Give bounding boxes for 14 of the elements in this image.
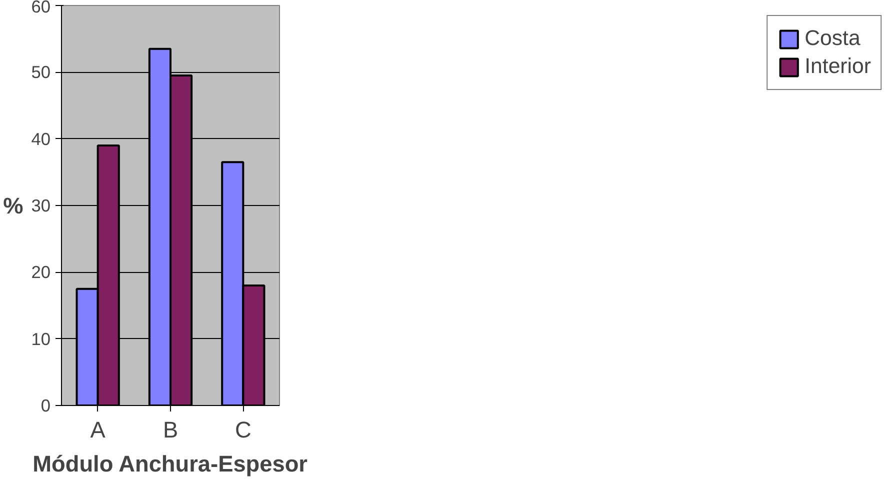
legend-label: Costa	[804, 26, 860, 51]
y-axis-title: %	[3, 192, 24, 218]
y-tick-label: 60	[31, 0, 51, 16]
x-tick-label: B	[162, 416, 178, 442]
y-tick-label: 30	[31, 196, 51, 216]
y-tick-label: 20	[31, 262, 51, 282]
y-tick-label: 10	[31, 328, 51, 349]
y-tick-label: 0	[40, 396, 51, 416]
y-tick-label: 40	[31, 128, 51, 149]
x-tick-label: A	[90, 416, 106, 442]
x-tick-label: C	[234, 416, 252, 442]
legend-label: Interior	[804, 54, 871, 79]
x-axis-title: Módulo Anchura-Espesor	[32, 450, 308, 476]
y-tick-label: 50	[31, 62, 51, 82]
